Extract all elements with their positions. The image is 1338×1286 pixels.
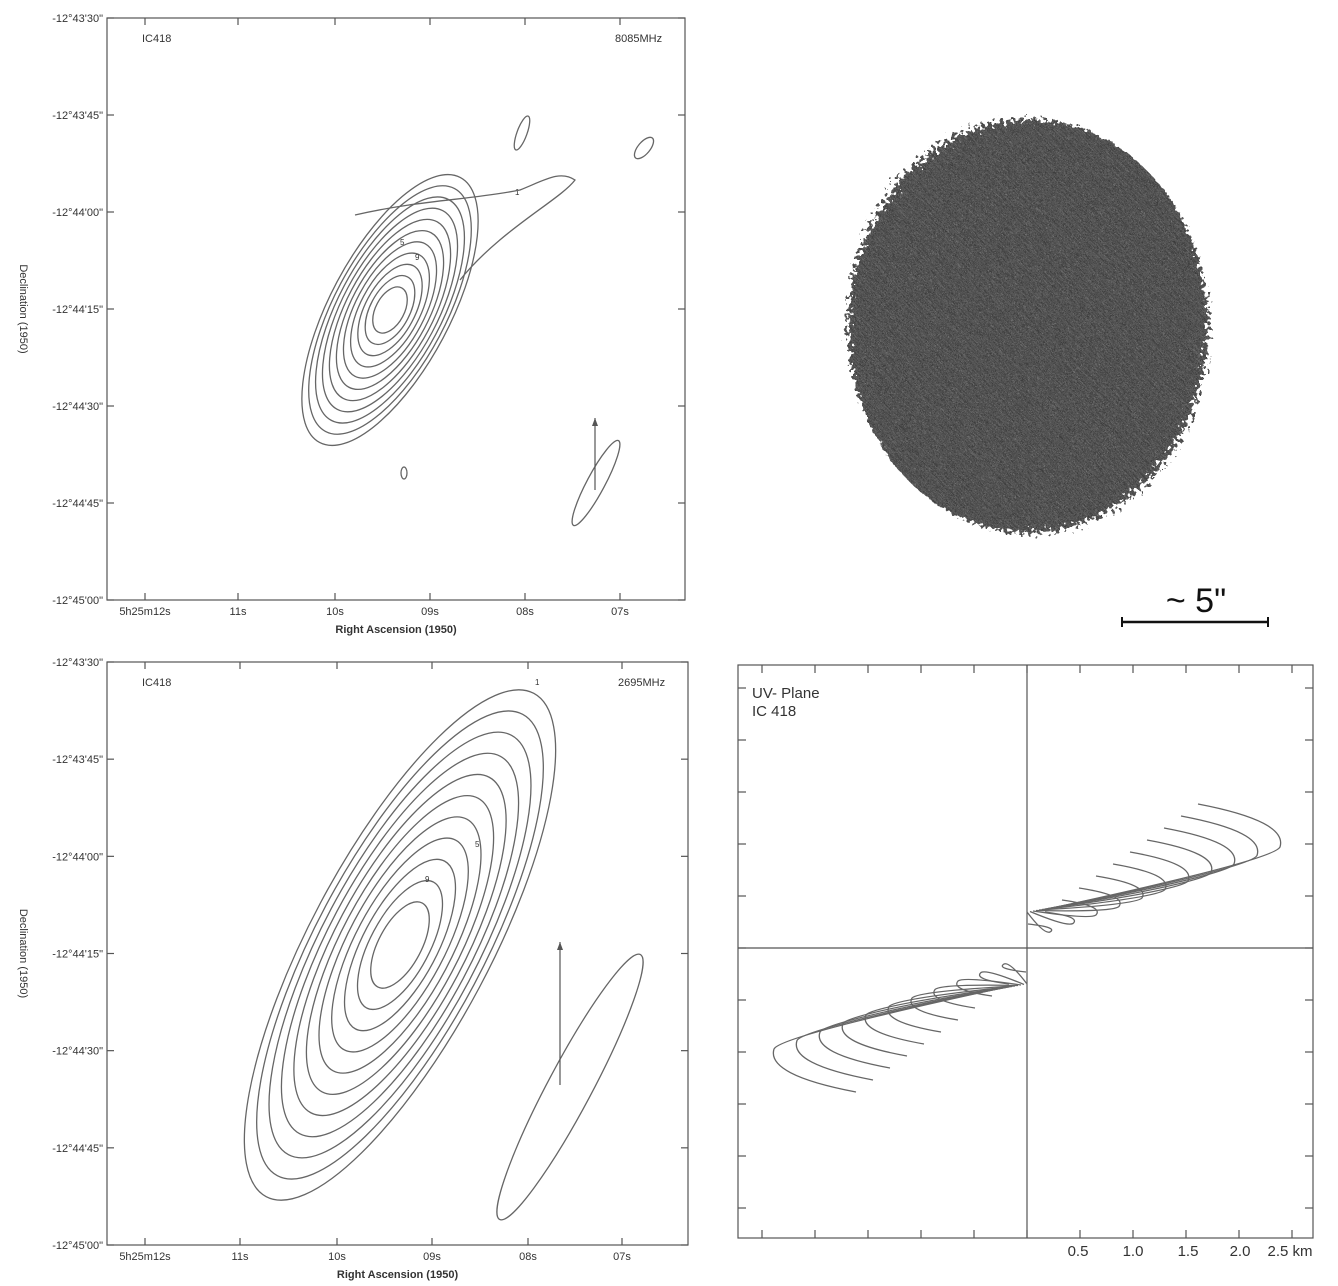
y-axis-label: Declination (1950) [17,264,29,353]
x-tick-label: 08s [519,1251,537,1263]
frequency-label: 8085MHz [615,33,662,45]
contour [237,723,564,1168]
uv-title: UV- Plane [752,685,820,702]
contour [324,228,455,393]
contour [276,162,504,457]
contour [270,771,529,1119]
x-tick-label: 09s [423,1251,441,1263]
contour [253,747,546,1144]
y-tick-label: -12°44'30" [52,401,103,413]
contour [334,241,445,379]
contour [359,893,442,997]
contour [322,844,477,1047]
uv-track [773,989,997,1092]
x-tick-label: 0.5 [1068,1243,1089,1260]
x-axis-label: Right Ascension (1950) [337,1269,459,1281]
contour [355,268,425,353]
contour-label: 5 [400,238,405,247]
x-tick-label: 2.5 km [1267,1243,1312,1260]
arrow-head [592,418,598,426]
y-tick-label: -12°44'15" [52,949,103,961]
contour-label: 1 [535,678,540,687]
figure: ~ 5" -12°43'30" -12°43'45" -12°44'00" -12°4… [0,0,1338,1281]
contour [220,699,580,1191]
contours [187,651,614,1239]
y-tick-label: -12°44'45" [52,1143,103,1155]
y-tick-label: -12°44'45" [52,498,103,510]
y-tick-label: -12°43'45" [52,754,103,766]
contour-label: 1 [515,188,520,197]
y-tick-label: -12°44'00" [52,851,103,863]
y-tick-label: -12°45'00" [52,595,103,607]
plot-frame [107,18,685,600]
uv-track [1057,804,1281,907]
y-tick-label: -12°44'15" [52,304,103,316]
x-tick-label: 1.0 [1123,1243,1144,1260]
y-tick-label: -12°44'00" [52,207,103,219]
plot-frame [738,665,1313,1238]
source-label: IC418 [142,33,171,45]
x-tick-label: 11s [232,1251,249,1263]
x-tick-label: 10s [326,606,344,618]
contour [267,149,514,470]
x-tick-label: 5h25m12s [119,1251,171,1263]
beam [566,436,627,529]
contour [631,134,657,162]
scale-bar-label: ~ 5" [1166,582,1226,620]
contour [305,819,495,1071]
nebula-image [848,119,1208,533]
x-axis-label: Right Ascension (1950) [335,624,457,636]
x-tick-label: 07s [613,1251,631,1263]
x-tick-label: 10s [328,1251,346,1263]
x-tick-label: 07s [611,606,629,618]
x-tick-label: 1.5 [1178,1243,1199,1260]
contour [401,467,407,479]
x-tick-label: 5h25m12s [119,606,171,618]
contour [187,651,614,1239]
x-tick-label: 09s [421,606,439,618]
uv-source: IC 418 [752,703,796,720]
contour [203,675,597,1215]
y-tick-label: -12°43'30" [52,13,103,25]
x-tick-label: 11s [230,606,247,618]
contours [267,149,514,470]
x-tick-label: 2.0 [1230,1243,1251,1260]
source-label: IC418 [142,677,171,689]
y-tick-label: -12°45'00" [52,1240,103,1252]
contour [511,114,533,151]
y-axis-label: Declination (1950) [17,909,29,998]
frequency-label: 2695MHz [618,677,665,689]
y-tick-label: -12°44'30" [52,1046,103,1058]
contour-label: 9 [415,253,420,262]
y-tick-label: -12°43'45" [52,110,103,122]
beam [480,944,660,1230]
arrow-head [557,942,563,950]
y-tick-label: -12°43'30" [52,657,103,669]
contour [305,201,475,418]
plot-frame [107,662,688,1245]
contour-label: 5 [475,840,480,849]
contour-label: 9 [425,875,430,884]
x-tick-label: 08s [516,606,534,618]
